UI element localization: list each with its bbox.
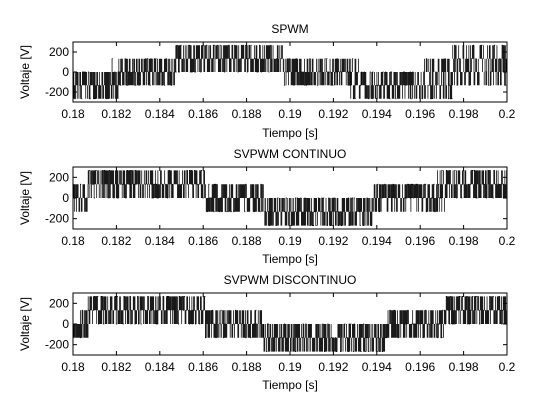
x-tick-label: 0.19 [278, 360, 302, 374]
x-axis: 0.18 0.182 0.184 0.186 0.188 0.19 0.192 0.194 0.… [61, 167, 516, 248]
subplot-svpwm-discontinuo: SVPWM DISCONTINUO 0.18 0.182 0.184 0.186 0.1… [18, 273, 516, 392]
chart-title: SVPWM DISCONTINUO [224, 273, 357, 287]
x-axis: 0.18 0.182 0.184 0.186 0.188 0.19 0.192 0.194 0.… [61, 293, 516, 374]
x-tick-label: 0.182 [101, 360, 131, 374]
y-axis: -200 0 200 [45, 45, 507, 99]
x-tick-label: 0.2 [499, 234, 516, 248]
y-tick-label: -200 [45, 85, 69, 99]
x-tick-label: 0.194 [362, 360, 392, 374]
chart-title: SPWM [271, 22, 308, 36]
x-tick-label: 0.19 [278, 234, 302, 248]
x-tick-label: 0.198 [449, 107, 479, 121]
x-tick-label: 0.184 [145, 234, 175, 248]
y-tick-label: -200 [45, 212, 69, 226]
x-tick-label: 0.182 [101, 234, 131, 248]
x-tick-label: 0.2 [499, 107, 516, 121]
y-axis-label: Voltaje [V] [18, 45, 32, 99]
subplot-spwm: SPWM 0.18 0.182 0.184 0.186 0.188 0.19 0.192 0.… [18, 22, 516, 140]
x-tick-label: 0.194 [362, 107, 392, 121]
x-tick-label: 0.2 [499, 360, 516, 374]
y-axis: -200 0 200 [45, 296, 507, 352]
y-tick-label: -200 [45, 338, 69, 352]
x-tick-label: 0.186 [188, 234, 218, 248]
x-tick-label: 0.196 [405, 360, 435, 374]
y-axis-label: Voltaje [V] [18, 297, 32, 351]
x-tick-label: 0.188 [232, 360, 262, 374]
y-tick-label: 0 [62, 191, 69, 205]
x-tick-label: 0.188 [232, 107, 262, 121]
y-tick-label: 200 [49, 45, 69, 59]
x-tick-label: 0.192 [318, 360, 348, 374]
x-tick-label: 0.196 [405, 107, 435, 121]
x-tick-label: 0.198 [449, 360, 479, 374]
y-tick-label: 0 [62, 317, 69, 331]
x-tick-label: 0.192 [318, 107, 348, 121]
x-axis-label: Tiempo [s] [262, 378, 318, 392]
subplot-svpwm-continuo: SVPWM CONTINUO 0.18 0.182 0.184 0.186 0.188 0… [18, 147, 516, 266]
x-tick-label: 0.188 [232, 234, 262, 248]
x-tick-label: 0.184 [145, 360, 175, 374]
x-tick-label: 0.18 [61, 107, 85, 121]
y-tick-label: 200 [49, 296, 69, 310]
x-tick-label: 0.186 [188, 107, 218, 121]
x-tick-label: 0.198 [449, 234, 479, 248]
x-tick-label: 0.186 [188, 360, 218, 374]
y-tick-label: 200 [49, 170, 69, 184]
y-axis-label: Voltaje [V] [18, 171, 32, 225]
y-tick-label: 0 [62, 65, 69, 79]
x-tick-label: 0.184 [145, 107, 175, 121]
x-tick-label: 0.18 [61, 360, 85, 374]
x-tick-label: 0.196 [405, 234, 435, 248]
x-tick-label: 0.192 [318, 234, 348, 248]
x-tick-label: 0.18 [61, 234, 85, 248]
y-axis: -200 0 200 [45, 170, 507, 226]
x-tick-label: 0.194 [362, 234, 392, 248]
x-axis-label: Tiempo [s] [262, 126, 318, 140]
x-tick-label: 0.19 [278, 107, 302, 121]
x-axis-label: Tiempo [s] [262, 252, 318, 266]
chart-title: SVPWM CONTINUO [234, 147, 347, 161]
x-axis: 0.18 0.182 0.184 0.186 0.188 0.19 0.192 0.194 0.… [61, 42, 516, 121]
x-tick-label: 0.182 [101, 107, 131, 121]
